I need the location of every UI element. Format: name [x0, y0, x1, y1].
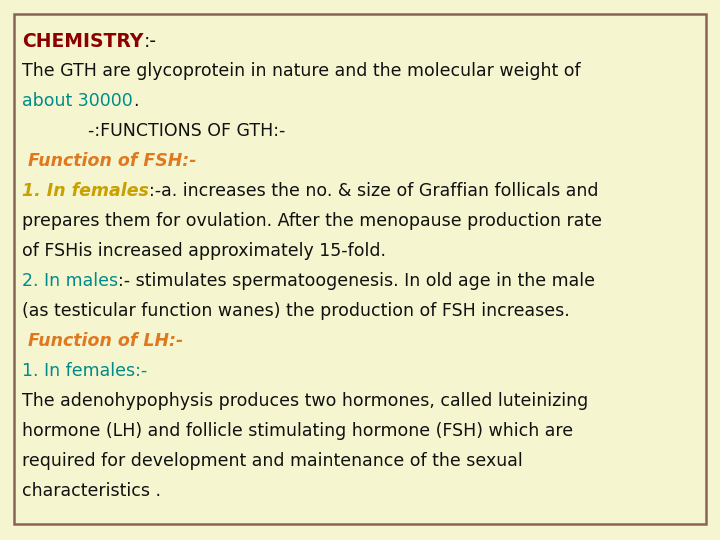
Text: :-: :- [143, 32, 156, 51]
Text: Function of FSH:-: Function of FSH:- [22, 152, 197, 170]
Text: required for development and maintenance of the sexual: required for development and maintenance… [22, 452, 523, 470]
Text: :-a. increases the no. & size of Graffian follicals and: :-a. increases the no. & size of Graffia… [149, 182, 598, 200]
Text: characteristics .: characteristics . [22, 482, 161, 500]
Text: The GTH are glycoprotein in nature and the molecular weight of: The GTH are glycoprotein in nature and t… [22, 62, 580, 80]
Text: 1. In females:-: 1. In females:- [22, 362, 148, 380]
Text: :- stimulates spermatoogenesis. In old age in the male: :- stimulates spermatoogenesis. In old a… [118, 272, 595, 290]
Text: CHEMISTRY: CHEMISTRY [22, 32, 143, 51]
Text: prepares them for ovulation. After the menopause production rate: prepares them for ovulation. After the m… [22, 212, 602, 230]
Text: 1. In females: 1. In females [22, 182, 149, 200]
Text: of FSHis increased approximately 15-fold.: of FSHis increased approximately 15-fold… [22, 242, 386, 260]
Text: about 30000: about 30000 [22, 92, 132, 110]
Text: hormone (LH) and follicle stimulating hormone (FSH) which are: hormone (LH) and follicle stimulating ho… [22, 422, 573, 440]
Text: The adenohypophysis produces two hormones, called luteinizing: The adenohypophysis produces two hormone… [22, 392, 588, 410]
Text: -:FUNCTIONS OF GTH:-: -:FUNCTIONS OF GTH:- [22, 122, 285, 140]
Text: .: . [132, 92, 138, 110]
Text: Function of LH:-: Function of LH:- [22, 332, 184, 350]
Text: 2. In males: 2. In males [22, 272, 118, 290]
Text: (as testicular function wanes) the production of FSH increases.: (as testicular function wanes) the produ… [22, 302, 570, 320]
